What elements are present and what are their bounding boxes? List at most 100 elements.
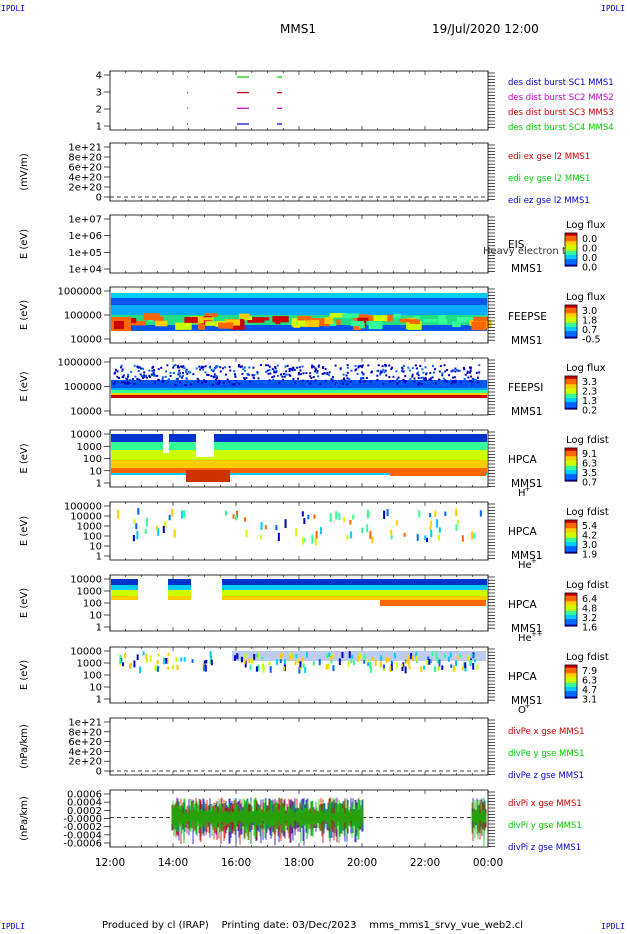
burst-legend-entry: des dist burst SC1 MMS1	[508, 78, 614, 88]
hpca-o-sample	[450, 664, 453, 668]
divpi-ytick: 0.0002	[67, 806, 102, 817]
divpe-ytick: 8e+20	[68, 727, 102, 738]
hpca-o-sample	[380, 655, 383, 661]
burst-legend-entry: des dist burst SC4 MMS4	[508, 123, 614, 133]
hpca_hepp-colorbar-tick: 1.6	[582, 623, 597, 634]
hpca-he-sample	[117, 509, 120, 519]
feepsi-instrument: FEEPSI	[508, 382, 543, 394]
hpca-o-sample	[119, 659, 122, 665]
hpca-o-sample	[163, 657, 166, 665]
hpca-he-sample	[456, 519, 459, 524]
hpca_h-ytick: 1000	[77, 442, 102, 453]
hpca_he-ytick: 1	[96, 552, 102, 563]
feepse-instrument: FEEPSE	[508, 311, 547, 323]
hpca-o-sample	[374, 659, 377, 667]
hpca-o-sample	[284, 659, 287, 665]
hpca-he-sample	[386, 509, 389, 517]
mission-title: MMS1	[280, 22, 316, 36]
hpca-he-sample	[303, 518, 306, 524]
divpi-ytick: -0.0004	[63, 830, 102, 841]
hpca_hepp-colorbar	[564, 592, 578, 627]
hpca-o-sample	[347, 660, 350, 667]
divpi-legend-entry: divPi x gse MMS1	[508, 799, 582, 809]
hpca_h-colorbar-title: Log fdist	[566, 435, 609, 446]
divpe-ytick: 0	[96, 767, 102, 778]
hpca-o-sample	[156, 666, 159, 672]
hpca_he-ytick: 100000	[64, 502, 102, 513]
hpca-he-sample	[430, 529, 433, 538]
hpca_o-instrument-sc: MMS1	[511, 695, 542, 707]
hpca_he-colorbar-tick: 5.4	[582, 521, 597, 532]
eis-frame	[109, 214, 489, 274]
hpca_h-colorbar	[564, 447, 578, 482]
edi-legend-entry: edi ex gse l2 MMS1	[508, 152, 590, 162]
hpca-o-sample	[304, 666, 307, 674]
hpca_he-ytick: 10000	[70, 512, 102, 523]
feepse-ytick: 100000	[64, 311, 102, 322]
hpca-o-sample	[401, 663, 404, 667]
hpca-o-sample	[332, 665, 335, 672]
hpca-he-sample	[403, 532, 406, 537]
hpca-o-sample	[240, 656, 243, 663]
hpca_o-ytick: 1	[96, 695, 102, 706]
hpca-o-sample	[233, 655, 236, 661]
eis-instrument: EIS	[508, 239, 525, 251]
hpca-o-sample	[330, 659, 333, 664]
divpe-ytick: 6e+20	[68, 737, 102, 748]
hpca-o-sample	[423, 665, 426, 670]
hpca-he-sample	[444, 511, 447, 517]
hpca-he-sample	[429, 513, 432, 518]
hpca-o-sample	[257, 664, 260, 671]
hpca_hepp-species: He	[518, 633, 532, 644]
hpca-o-sample	[297, 659, 300, 664]
hpca-he-sample	[243, 517, 246, 522]
hpca-o-sample	[464, 665, 467, 672]
hpca-o-sample	[255, 666, 258, 672]
eis-ylabel: E (eV)	[19, 229, 30, 259]
corner-label-top-right: IPDLI	[601, 4, 626, 13]
hpca-o-sample	[149, 655, 152, 662]
hpca-o-sample	[248, 658, 251, 664]
hpca-he-sample	[155, 526, 158, 531]
hpca-he-sample	[416, 534, 419, 541]
hpca-o-sample	[268, 662, 271, 666]
hpca_h-species: H	[518, 488, 526, 499]
hpca-o-sample	[288, 652, 291, 656]
hpca-he-sample	[429, 525, 432, 530]
hpca-he-sample	[455, 508, 458, 517]
hpca-o-sample	[416, 655, 419, 662]
hpca_hepp-ytick: 100	[83, 599, 102, 610]
hpca-he-sample	[418, 510, 421, 518]
feepse-colorbar	[564, 304, 578, 339]
hpca-o-sample	[288, 655, 291, 661]
hpca_hepp-species-charge: ++	[531, 630, 543, 638]
hpca-o-sample	[261, 656, 264, 660]
hpca-o-sample	[435, 651, 438, 659]
feepsi-ytick: 1000000	[57, 358, 102, 369]
footer-filename: mms_mms1_srvy_vue_web2.cl	[369, 920, 524, 931]
hpca-he-sample	[307, 514, 310, 520]
hpca_hepp-colorbar-tick: 6.4	[582, 594, 597, 605]
hpca-he-sample	[352, 514, 355, 520]
hpca-he-sample	[314, 537, 317, 546]
feepse-ytick: 1000000	[57, 287, 102, 298]
hpca-he-sample	[349, 519, 352, 525]
divpe-ylabel: (nPa/km)	[19, 724, 30, 769]
hpca-he-sample	[164, 520, 167, 528]
hpca-o-sample	[138, 666, 141, 674]
hpca-o-sample	[302, 663, 305, 668]
hpca_o-ytick: 10	[89, 683, 102, 694]
divpe-ytick: 1e+21	[68, 718, 102, 729]
feepsi-instrument-sc: MMS1	[511, 406, 542, 418]
corner-label-bottom-left: IPDLI	[1, 922, 26, 931]
hpca-he-sample	[145, 517, 148, 527]
hpca-o-sample	[370, 666, 373, 673]
hpca-o-sample	[165, 657, 168, 664]
hpca-o-sample	[156, 659, 159, 664]
hpca-o-sample	[443, 653, 446, 658]
hpca-o-sample	[388, 657, 391, 662]
hpca-o-sample	[352, 660, 355, 665]
hpca-he-sample	[383, 510, 386, 519]
hpca-o-sample	[420, 666, 423, 673]
